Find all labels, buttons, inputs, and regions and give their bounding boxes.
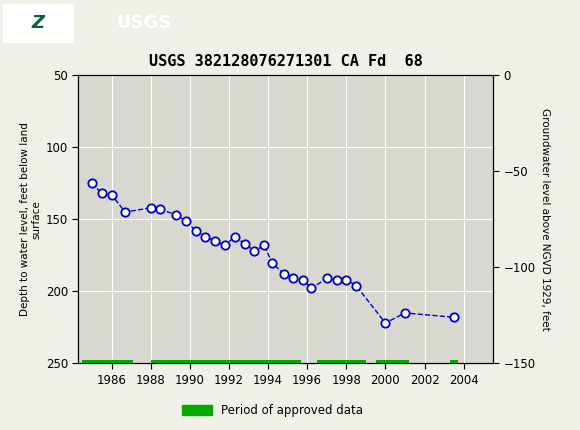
FancyBboxPatch shape [3, 3, 72, 42]
Y-axis label: Groundwater level above NGVD 1929, feet: Groundwater level above NGVD 1929, feet [540, 108, 550, 331]
Bar [376, 360, 409, 367]
Text: Z: Z [31, 14, 44, 31]
Bar [317, 360, 366, 367]
Bar [82, 360, 133, 367]
Bar [151, 360, 301, 367]
Bar [450, 360, 458, 367]
Text: USGS: USGS [116, 14, 171, 31]
Legend: Period of approved data: Period of approved data [177, 399, 368, 422]
Title: USGS 382128076271301 CA Fd  68: USGS 382128076271301 CA Fd 68 [149, 53, 422, 68]
Y-axis label: Depth to water level, feet below land
surface: Depth to water level, feet below land su… [20, 123, 41, 316]
